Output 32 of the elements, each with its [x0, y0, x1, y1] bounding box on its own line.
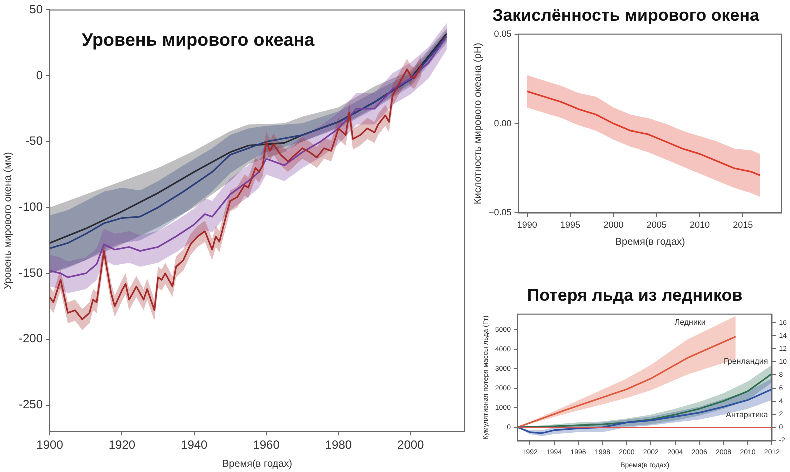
- y-tick-label: -250: [18, 398, 44, 412]
- y-tick-label: 0.00: [494, 118, 512, 128]
- y-tick-label: -50: [26, 134, 44, 148]
- x-axis-title: Время(в годах): [615, 236, 686, 248]
- y-tick-label: -150: [18, 266, 44, 280]
- x-tick-label: 2000: [604, 220, 624, 230]
- series-label: Гренландия: [724, 357, 768, 366]
- x-axis-title: Время(в годах): [222, 458, 293, 470]
- x-tick-label: 2000: [398, 438, 425, 452]
- x-tick-label: 1920: [108, 438, 136, 452]
- x-tick-label: 1940: [181, 438, 208, 452]
- y-tick-label: 0.05: [494, 28, 512, 39]
- text: Уровень мирового океана: [82, 30, 316, 50]
- y-tick-label: -100: [18, 200, 44, 214]
- chart-title: Потеря льда из ледников: [527, 286, 743, 305]
- y-axis-title: Уровень мирового окена (мм): [2, 152, 14, 290]
- y-axis-title: Кислотность мирового океана (pH): [472, 43, 484, 205]
- x-tick-label: 1995: [560, 220, 581, 230]
- y-tick-label: 0: [36, 68, 44, 82]
- y-tick-label: -200: [18, 332, 44, 346]
- x-tick-label: 2010: [690, 220, 710, 230]
- x-tick-label: 2005: [646, 220, 667, 230]
- x-tick-label: 1990: [517, 220, 538, 230]
- y-tick-label: −0.05: [488, 208, 512, 218]
- x-tick-label: 1980: [325, 438, 352, 452]
- text: Ледники: [674, 318, 706, 328]
- chart-title: Закислённость мирового окена: [492, 6, 760, 25]
- y-tick-label: 50: [30, 2, 44, 17]
- series-label: Антарктика: [726, 410, 769, 420]
- x-tick-label: 2015: [733, 220, 754, 230]
- x-tick-label: 1960: [253, 438, 280, 452]
- x-tick-label: 1900: [36, 438, 64, 452]
